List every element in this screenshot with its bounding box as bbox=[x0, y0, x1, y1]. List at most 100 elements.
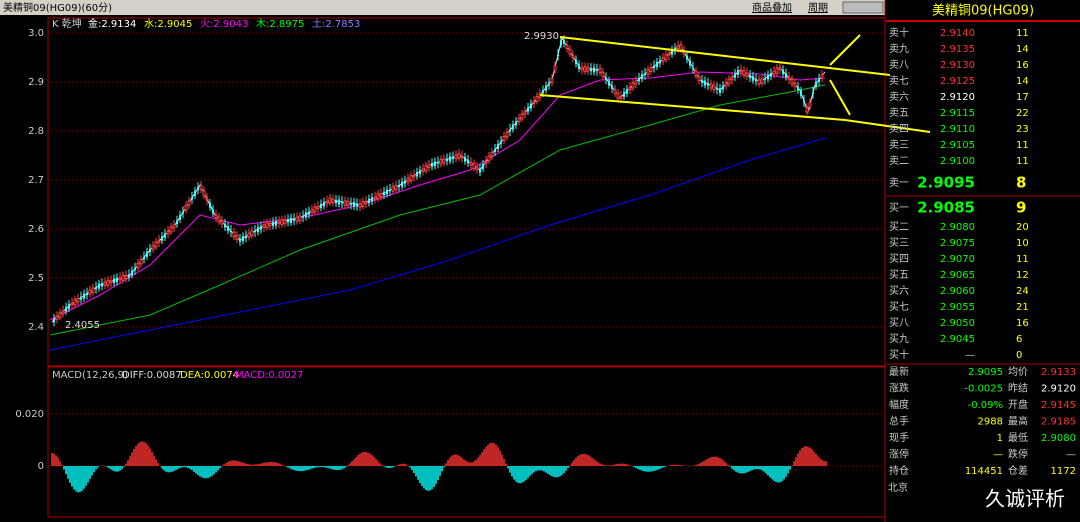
y-tick-label: 2.9 bbox=[28, 77, 44, 88]
candle-body bbox=[335, 199, 337, 204]
candle-body bbox=[290, 217, 292, 223]
candle-body bbox=[421, 168, 425, 172]
candle-body bbox=[70, 302, 74, 306]
candle-body bbox=[734, 73, 736, 78]
stat-value: 2.9185 bbox=[1041, 417, 1076, 428]
book-label: 买三 bbox=[889, 237, 909, 249]
candle-body bbox=[83, 293, 85, 299]
candle-body bbox=[502, 135, 506, 142]
candle-body bbox=[91, 287, 95, 293]
ma-blue bbox=[49, 137, 826, 351]
price-panel bbox=[47, 17, 886, 367]
indicator: K 乾坤 bbox=[52, 17, 82, 30]
candle-body bbox=[689, 60, 691, 66]
candle-body bbox=[770, 73, 772, 77]
candle-body bbox=[406, 177, 410, 183]
book-price: 2.9085 bbox=[917, 199, 975, 217]
book-label: 买四 bbox=[889, 253, 909, 265]
book-label: 卖九 bbox=[889, 43, 909, 55]
book-volume: 14 bbox=[1016, 44, 1029, 55]
candle-body bbox=[68, 304, 70, 309]
book-label: 卖三 bbox=[889, 139, 909, 151]
candle-body bbox=[760, 78, 764, 84]
candle-body bbox=[310, 209, 314, 214]
candle-body bbox=[659, 60, 661, 64]
candle-body bbox=[550, 77, 554, 84]
candle-body bbox=[611, 85, 613, 89]
candle-body bbox=[737, 70, 739, 75]
candle-body bbox=[454, 154, 458, 160]
candle-body bbox=[368, 198, 370, 204]
candle-body bbox=[394, 184, 398, 191]
stat-value: 1172 bbox=[1051, 466, 1076, 477]
menu-bar bbox=[0, 0, 885, 15]
candle-body bbox=[151, 245, 155, 250]
price-line bbox=[51, 36, 826, 323]
candle-body bbox=[653, 65, 655, 69]
candle-body bbox=[214, 214, 218, 219]
candle-body bbox=[134, 268, 136, 271]
book-label: 卖十 bbox=[889, 26, 909, 39]
candle-body bbox=[361, 201, 365, 207]
candle-body bbox=[565, 44, 569, 49]
candle-body bbox=[179, 215, 181, 220]
candle-body bbox=[757, 79, 761, 85]
candle-body bbox=[358, 203, 362, 208]
candle-body bbox=[805, 107, 809, 113]
candle-body bbox=[553, 65, 557, 71]
ma-label: 金:2.9134 bbox=[88, 17, 136, 30]
candle-body bbox=[742, 69, 746, 76]
candle-body bbox=[472, 163, 476, 169]
candle-body bbox=[55, 315, 59, 320]
candle-body bbox=[716, 88, 718, 90]
candle-body bbox=[323, 201, 325, 207]
arrow-line bbox=[844, 119, 931, 133]
ma-label: 水:2.9045 bbox=[144, 18, 192, 30]
candle-body bbox=[575, 59, 577, 64]
candle-body bbox=[530, 103, 532, 109]
candle-body bbox=[283, 219, 287, 224]
candle-body bbox=[338, 199, 340, 205]
window-buttons[interactable] bbox=[842, 1, 884, 14]
candle-body bbox=[676, 45, 680, 49]
candle-body bbox=[782, 69, 784, 74]
candle-body bbox=[775, 67, 779, 74]
candle-body bbox=[364, 201, 368, 204]
stat-label: 涨跌 bbox=[889, 382, 909, 395]
candle-body bbox=[103, 281, 107, 286]
candle-body bbox=[61, 310, 65, 314]
book-label: 卖二 bbox=[889, 155, 909, 167]
candle-body bbox=[515, 121, 517, 126]
candle-body bbox=[671, 49, 673, 55]
candle-body bbox=[505, 131, 509, 138]
candle-body bbox=[398, 184, 400, 188]
candle-body bbox=[701, 80, 703, 83]
candle-body bbox=[745, 72, 749, 77]
candle-body bbox=[661, 57, 665, 62]
candle-body bbox=[95, 287, 97, 289]
candle-body bbox=[628, 86, 632, 91]
candle-body bbox=[593, 67, 595, 73]
stat-label: 昨结 bbox=[1008, 382, 1028, 395]
book-label: 买六 bbox=[889, 285, 909, 297]
candle-body bbox=[712, 84, 716, 91]
candle-body bbox=[232, 231, 236, 238]
candle-body bbox=[638, 77, 640, 82]
book-volume: 0 bbox=[1016, 350, 1022, 361]
candle-body bbox=[389, 189, 391, 192]
overlay-link[interactable]: 商品叠加 bbox=[752, 1, 792, 14]
candle-body bbox=[187, 200, 191, 206]
stat-label: 均价 bbox=[1008, 366, 1028, 378]
candle-body bbox=[121, 274, 125, 281]
candle-body bbox=[257, 227, 259, 233]
candle-body bbox=[557, 54, 559, 57]
candle-body bbox=[409, 175, 413, 182]
candle-body bbox=[101, 283, 103, 287]
book-volume: 21 bbox=[1016, 302, 1029, 313]
candle-body bbox=[287, 219, 289, 223]
candle-body bbox=[778, 67, 782, 70]
candle-body bbox=[146, 251, 148, 257]
candle-body bbox=[313, 206, 317, 213]
period-link[interactable]: 周期 bbox=[808, 2, 828, 14]
